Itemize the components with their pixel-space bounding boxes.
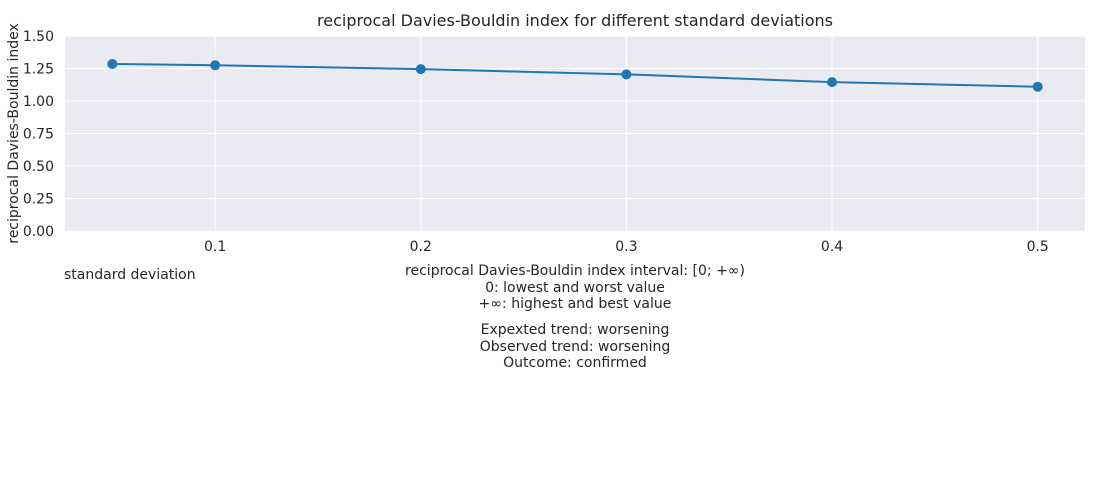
y-axis-label: reciprocal Davies-Bouldin index [6, 23, 22, 244]
x-axis-label: standard deviation [64, 267, 196, 283]
trend-note: Expexted trend: worsening Observed trend… [275, 322, 875, 372]
interval-line: reciprocal Davies-Bouldin index interval… [405, 263, 745, 279]
expected-trend-line: Expexted trend: worsening [480, 322, 670, 338]
y-tick-label: 0.50 [23, 159, 54, 175]
x-tick-label: 0.1 [204, 239, 226, 255]
data-point [210, 60, 221, 71]
best-value-line: +∞: highest and best value [478, 296, 672, 312]
y-tick-label: 0.25 [23, 192, 54, 208]
data-point [415, 64, 426, 75]
y-tick-label: 1.25 [23, 62, 54, 78]
data-point [621, 69, 632, 80]
series-line [112, 62, 1038, 88]
x-tick-label: 0.4 [821, 239, 843, 255]
outcome-line: Outcome: confirmed [503, 355, 647, 371]
observed-trend-line: Observed trend: worsening [479, 338, 671, 355]
y-tick-label: 1.50 [23, 29, 54, 45]
y-tick-label: 1.00 [23, 94, 54, 110]
data-point [827, 77, 838, 88]
interval-note: reciprocal Davies-Bouldin index interval… [275, 263, 875, 313]
y-tick-label: 0.00 [23, 224, 54, 240]
x-tick-label: 0.5 [1027, 239, 1049, 255]
x-tick-label: 0.2 [410, 239, 432, 255]
chart-title: reciprocal Davies-Bouldin index for diff… [317, 11, 833, 30]
data-point [107, 58, 118, 69]
data-point [1032, 81, 1043, 92]
x-tick-label: 0.3 [615, 239, 637, 255]
y-tick-label: 0.75 [23, 127, 54, 143]
worst-value-line: 0: lowest and worst value [485, 279, 665, 296]
tick-labels: 0.00 0.25 0.50 0.75 1.00 1.25 1.50 0.1 0.2 0.3 0.4… [23, 29, 1049, 255]
series-layer [107, 58, 1043, 92]
